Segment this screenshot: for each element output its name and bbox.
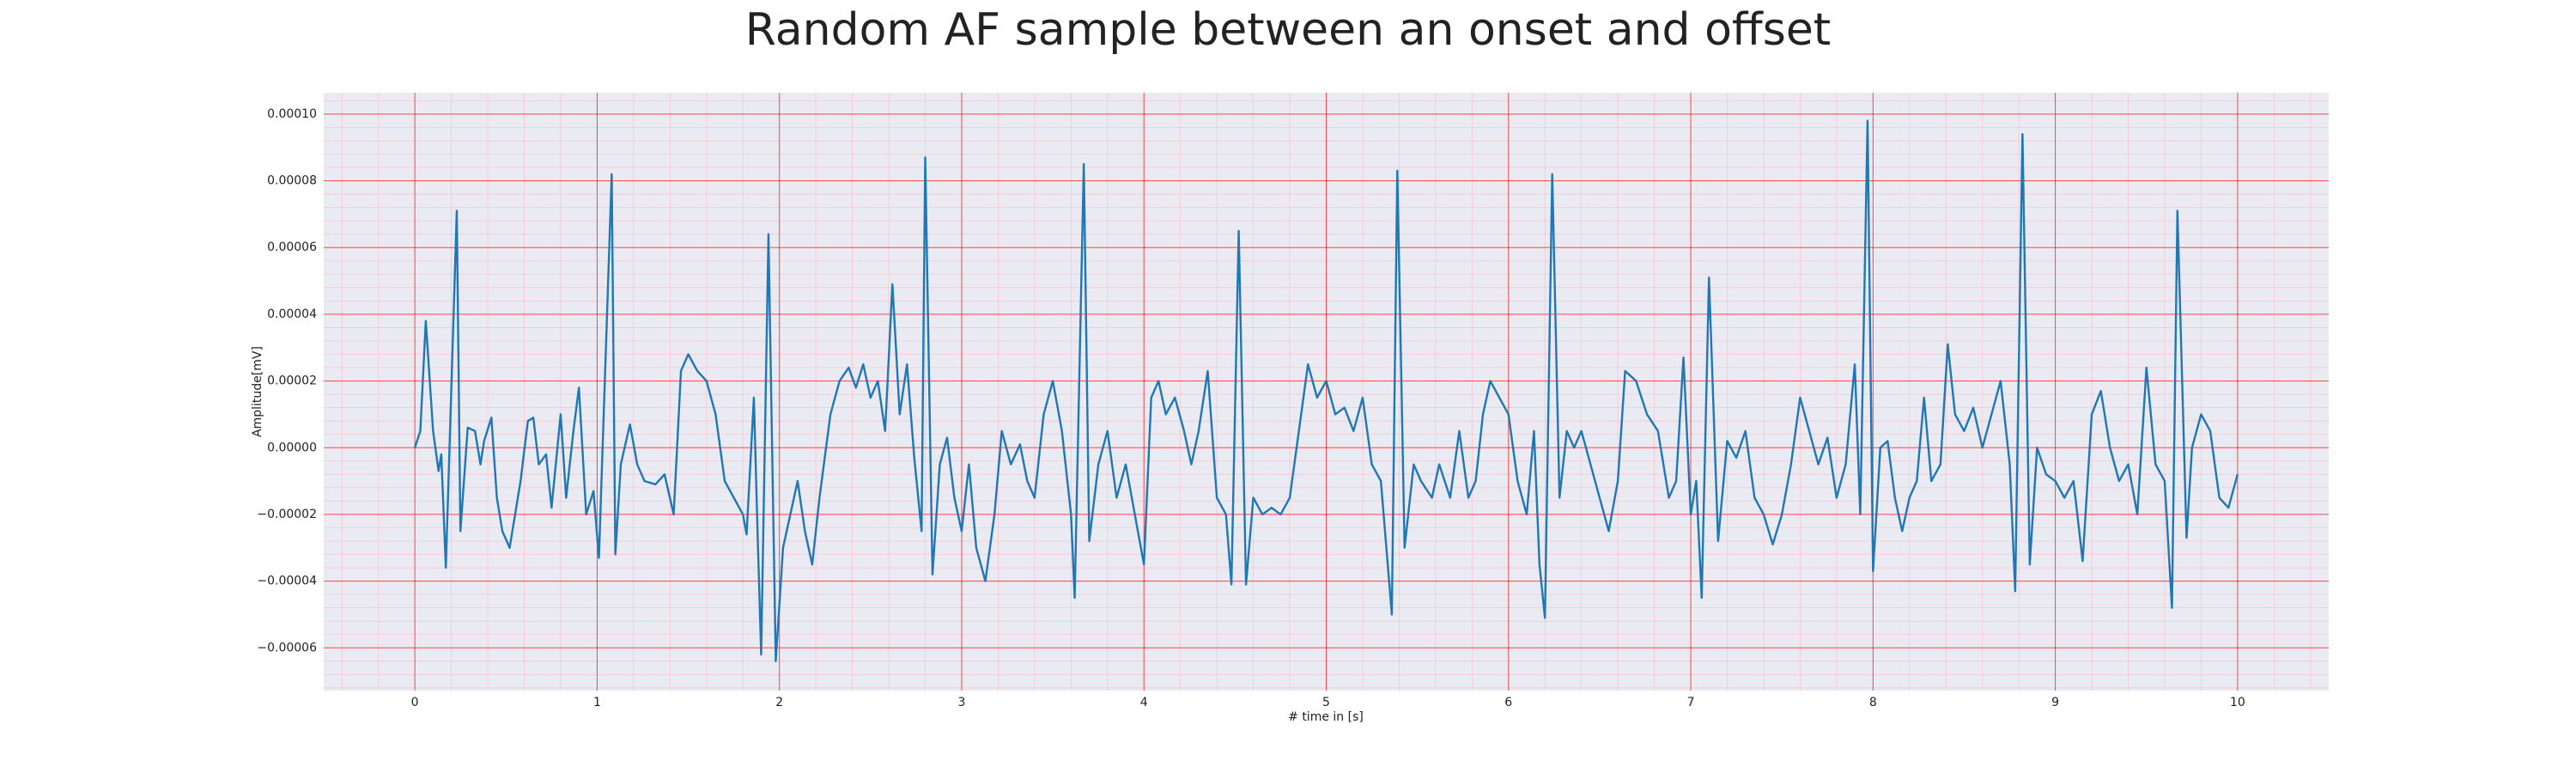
- x-tick-label: 7: [1687, 696, 1695, 709]
- signal-line: [413, 119, 2239, 663]
- x-tick-label: 1: [593, 696, 601, 709]
- x-tick-label: 0: [411, 696, 419, 709]
- chart-title: Random AF sample between an onset and of…: [745, 4, 1831, 56]
- y-axis-label: Amplitude[mV]: [251, 346, 264, 437]
- x-tick-label: 3: [957, 696, 965, 709]
- y-tick-label: −0.00002: [257, 508, 317, 521]
- x-tick-label: 4: [1140, 696, 1148, 709]
- y-tick-label: 0.00006: [267, 240, 317, 254]
- y-tick-label: 0.00002: [267, 374, 317, 388]
- x-axis-label: # time in [s]: [1288, 710, 1364, 724]
- y-tick-label: 0.00000: [267, 441, 317, 454]
- x-tick-label: 2: [775, 696, 783, 709]
- y-tick-label: 0.00010: [267, 107, 317, 121]
- y-tick-label: 0.00004: [267, 307, 317, 321]
- x-tick-label: 5: [1322, 696, 1330, 709]
- x-tick-label: 8: [1869, 696, 1877, 709]
- x-tick-label: 9: [2051, 696, 2059, 709]
- y-tick-label: −0.00006: [257, 641, 317, 654]
- y-tick-label: 0.00008: [267, 174, 317, 188]
- x-tick-label: 6: [1504, 696, 1512, 709]
- x-tick-label: 10: [2230, 696, 2245, 709]
- y-tick-label: −0.00004: [257, 575, 317, 588]
